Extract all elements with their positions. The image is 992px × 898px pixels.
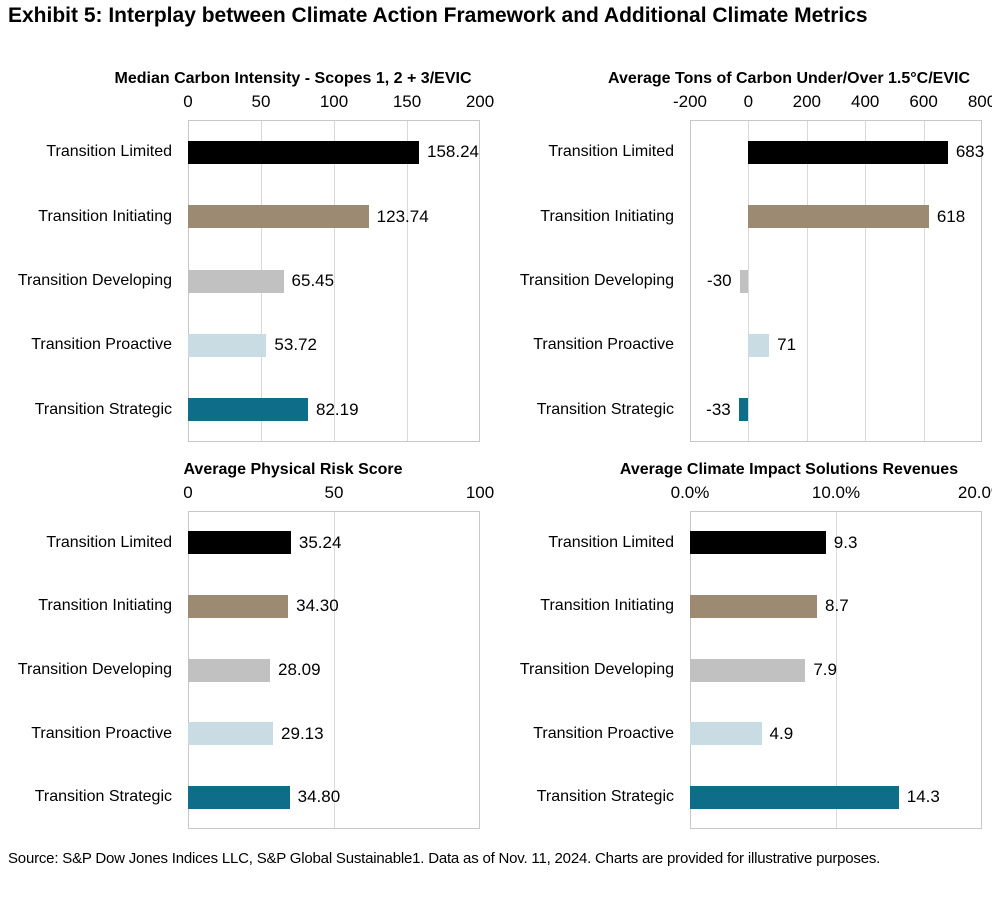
gridline — [748, 121, 750, 441]
gridline — [836, 512, 837, 828]
x-axis-tick-label: 400 — [851, 92, 880, 111]
bar — [188, 594, 289, 618]
category-label: Transition Developing — [519, 661, 674, 678]
category-label: Transition Limited — [46, 533, 172, 551]
value-label: 34.80 — [297, 787, 341, 807]
value-label: -30 — [707, 271, 732, 290]
exhibit-title: Exhibit 5: Interplay between Climate Act… — [8, 4, 868, 27]
gridline — [865, 121, 867, 441]
bar — [188, 658, 271, 682]
x-axis-tick-label: 200 — [792, 92, 821, 111]
bar — [188, 785, 290, 809]
value-label: 4.9 — [769, 723, 794, 743]
x-axis-tick-label: 600 — [909, 92, 938, 111]
x-axis-tick-label: 50 — [324, 483, 344, 502]
bar — [748, 140, 948, 164]
category-label: Transition Initiating — [540, 597, 674, 615]
chart-climate-impact-revenues: Average Climate Impact Solutions Revenue… — [496, 453, 992, 840]
bar — [690, 531, 826, 555]
value-label: 9.3 — [833, 532, 858, 552]
x-axis-tick-label: 0 — [183, 92, 193, 111]
chart-median-carbon-intensity: Median Carbon Intensity - Scopes 1, 2 + … — [0, 62, 496, 453]
category-label: Transition Proactive — [533, 724, 674, 742]
value-label: 618 — [936, 206, 966, 226]
gridline — [806, 121, 808, 441]
value-label: 82.19 — [315, 399, 359, 419]
bar — [690, 785, 899, 809]
gridline — [334, 121, 335, 441]
value-label: 683 — [955, 142, 985, 162]
category-label: Transition Developing — [519, 272, 674, 289]
category-label: Transition Initiating — [38, 207, 172, 225]
x-axis-tick-label: 200 — [465, 92, 495, 111]
category-label: Transition Developing — [17, 272, 172, 289]
bar — [738, 398, 749, 422]
bar — [188, 140, 420, 164]
value-label: 71 — [777, 335, 797, 355]
x-axis-tick-label: 150 — [392, 92, 422, 111]
value-label: 7.9 — [813, 660, 837, 679]
bar — [188, 269, 284, 293]
x-axis-tick-label: 20.0% — [957, 483, 992, 502]
x-axis-tick-label: 0 — [743, 92, 754, 111]
category-label: Transition Proactive — [31, 724, 172, 742]
value-label: 65.45 — [291, 271, 335, 290]
chart-title: Average Tons of Carbon Under/Over 1.5°C/… — [607, 70, 971, 87]
x-axis-tick-label: 100 — [319, 92, 349, 111]
value-label: 29.13 — [281, 723, 324, 743]
x-axis-tick-label: 50 — [251, 92, 271, 111]
category-label: Transition Limited — [46, 143, 172, 161]
category-label: Transition Limited — [548, 143, 674, 161]
bar — [690, 722, 762, 746]
value-label: 28.09 — [278, 660, 321, 679]
x-axis-tick-label: -200 — [672, 92, 708, 111]
category-label: Transition Proactive — [533, 336, 674, 354]
category-label: Transition Strategic — [536, 788, 674, 806]
x-axis-tick-label: 10.0% — [811, 483, 861, 502]
value-label: 53.72 — [274, 335, 317, 355]
category-label: Transition Limited — [548, 533, 674, 551]
x-axis-tick-label: 0.0% — [670, 483, 710, 502]
source-note: Source: S&P Dow Jones Indices LLC, S&P G… — [8, 850, 881, 867]
chart-title: Average Physical Risk Score — [183, 461, 403, 478]
category-label: Transition Strategic — [34, 400, 172, 418]
value-label: 34.30 — [296, 596, 339, 616]
bar — [188, 333, 267, 357]
bar — [748, 205, 929, 229]
value-label: 158.24 — [427, 142, 480, 162]
plot-area — [690, 511, 982, 829]
value-label: 8.7 — [825, 596, 849, 616]
x-axis-tick-label: 800 — [967, 92, 992, 111]
value-label: 14.3 — [906, 787, 940, 807]
category-label: Transition Strategic — [34, 788, 172, 806]
value-label: 123.74 — [376, 206, 429, 226]
bar — [748, 333, 770, 357]
x-axis-tick-label: 100 — [465, 483, 495, 502]
category-label: Transition Initiating — [540, 207, 674, 225]
value-label: 35.24 — [298, 532, 342, 552]
category-label: Transition Initiating — [38, 597, 172, 615]
bar — [188, 531, 291, 555]
category-label: Transition Strategic — [536, 400, 674, 418]
bar — [188, 722, 274, 746]
plot-area — [690, 120, 982, 442]
x-axis-tick-label: 0 — [183, 483, 193, 502]
bar — [188, 398, 308, 422]
bar — [690, 658, 806, 682]
gridline — [923, 121, 925, 441]
chart-title: Median Carbon Intensity - Scopes 1, 2 + … — [114, 70, 472, 87]
value-label: -33 — [706, 399, 731, 419]
gridline — [407, 121, 408, 441]
bar — [188, 205, 369, 229]
bar — [690, 594, 818, 618]
chart-physical-risk-score: Average Physical Risk Score 0 50 100 Transi… — [0, 453, 496, 840]
chart-tons-carbon-under-over: Average Tons of Carbon Under/Over 1.5°C/… — [496, 62, 992, 453]
category-label: Transition Developing — [17, 661, 172, 678]
gridline — [334, 512, 335, 828]
bar — [739, 269, 749, 293]
chart-title: Average Climate Impact Solutions Revenue… — [619, 461, 959, 478]
category-label: Transition Proactive — [31, 336, 172, 354]
